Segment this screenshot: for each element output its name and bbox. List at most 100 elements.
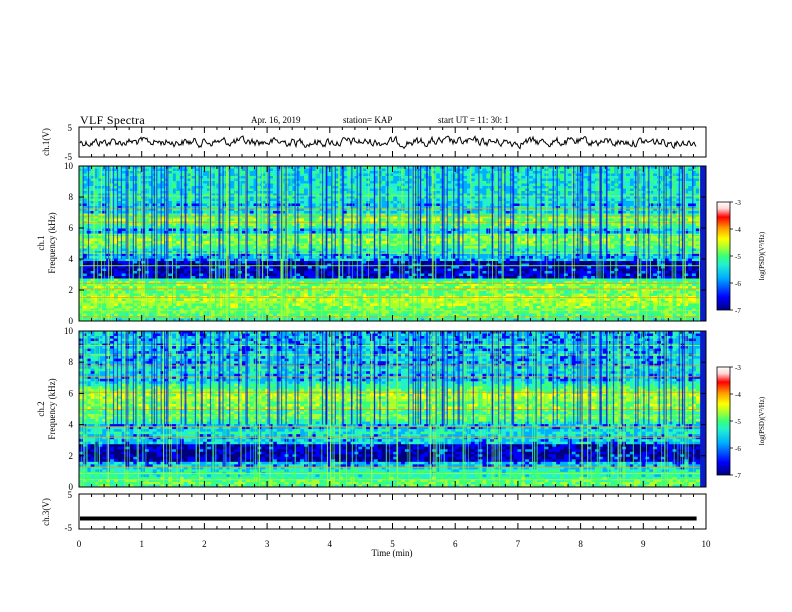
spectrogram-cell xyxy=(560,226,565,229)
spectrogram-cell xyxy=(179,206,185,209)
spectrogram-cell xyxy=(583,213,588,217)
spectrogram-cell xyxy=(563,216,569,219)
spectrogram-cell xyxy=(121,216,126,219)
spectrogram-cell xyxy=(676,171,681,174)
spectrogram-cell xyxy=(342,171,348,174)
spectrogram-cell xyxy=(160,206,165,209)
spectrogram-cell xyxy=(179,223,185,227)
spectrogram-cell xyxy=(257,228,262,232)
spectrogram-cell xyxy=(691,216,697,219)
spectrogram-cell xyxy=(323,201,328,204)
spectrogram-cell xyxy=(311,231,317,234)
spectrogram-cell xyxy=(156,166,161,169)
spectrogram-cell xyxy=(540,218,545,222)
spectrogram-cell xyxy=(552,168,557,172)
spectrogram-cell xyxy=(463,193,468,197)
spectrogram-cell xyxy=(470,176,476,179)
spectrogram-cell xyxy=(560,196,565,199)
spectrogram-cell xyxy=(156,188,161,192)
spectrogram-cell xyxy=(521,201,526,204)
spectrogram-cell xyxy=(304,186,309,189)
spectrogram-cell xyxy=(610,228,615,232)
spectrogram-cell xyxy=(610,238,615,242)
spectrogram-cell xyxy=(602,211,608,214)
spectrogram-cell xyxy=(529,171,534,174)
spectrogram-cell xyxy=(420,173,425,177)
spectrogram-cell xyxy=(160,166,165,169)
spectrogram-cell xyxy=(676,241,681,244)
spectrogram-cell xyxy=(241,193,247,197)
spectrogram-cell xyxy=(401,173,406,177)
spectrogram-cell xyxy=(218,193,223,197)
spectrogram-cell xyxy=(269,208,274,212)
spectrogram-cell xyxy=(342,173,348,177)
spectrogram-cell xyxy=(455,166,460,169)
spectrogram-cell xyxy=(113,211,119,214)
spectrogram-cell xyxy=(230,193,235,197)
spectrogram-cell xyxy=(404,171,410,174)
spectrogram-cell xyxy=(269,198,274,202)
spectrogram-cell xyxy=(567,193,573,197)
spectrogram-cell xyxy=(304,231,309,234)
chart-title: VLF Spectra xyxy=(80,113,145,128)
spectrogram-cell xyxy=(532,218,538,222)
spectrogram-cell xyxy=(695,168,701,172)
spectrogram-cell xyxy=(404,191,410,194)
spectrogram-cell xyxy=(583,223,588,227)
spectrogram-cell xyxy=(350,183,355,187)
spectrogram-cell xyxy=(82,208,88,212)
spectrogram-cell xyxy=(420,176,425,179)
spectrogram-cell xyxy=(404,208,410,212)
spectrogram-cell xyxy=(606,176,611,179)
spectrogram-cell xyxy=(354,236,359,239)
spectrogram-cell xyxy=(327,191,332,194)
spectrogram-cell xyxy=(113,206,119,209)
spectrogram-cell xyxy=(373,203,379,207)
spectrogram-cell xyxy=(187,173,192,177)
spectrogram-cell xyxy=(257,208,262,212)
spectrogram-cell xyxy=(160,211,165,214)
spectrogram-cell xyxy=(144,181,150,184)
spectrogram-cell xyxy=(540,188,545,192)
spectrogram-cell xyxy=(272,203,278,207)
spectrogram-cell xyxy=(98,198,103,202)
spectrogram-cell xyxy=(459,218,464,222)
spectrogram-cell xyxy=(168,183,173,187)
spectrogram-cell xyxy=(521,223,526,227)
spectrogram-cell xyxy=(497,193,503,197)
spectrogram-cell xyxy=(501,171,507,174)
spectrogram-cell xyxy=(626,208,631,212)
spectrogram-cell xyxy=(327,211,332,214)
spectrogram-cell xyxy=(618,168,623,172)
spectrogram-cell xyxy=(606,196,611,199)
spectrogram-cell xyxy=(602,198,608,202)
spectrogram-cell xyxy=(401,196,406,199)
spectrogram-cell xyxy=(175,191,181,194)
spectrogram-cell xyxy=(540,211,545,214)
spectrogram-cell xyxy=(688,203,693,207)
spectrogram-cell xyxy=(591,173,596,177)
spectrogram-cell xyxy=(187,201,192,204)
spectrogram-cell xyxy=(447,216,452,219)
spectrogram-cell xyxy=(637,211,642,214)
spectrogram-cell xyxy=(455,218,460,222)
spectrogram-cell xyxy=(447,226,452,229)
spectrogram-cell xyxy=(505,196,511,199)
spectrogram-cell xyxy=(529,183,534,187)
spectrogram-cell xyxy=(521,213,526,217)
spectrogram-cell xyxy=(369,211,375,214)
spectrogram-cell xyxy=(203,213,208,217)
spectrogram-cell xyxy=(362,183,367,187)
spectrogram-cell xyxy=(684,188,689,192)
spectrogram-cell xyxy=(253,168,258,172)
spectrogram-cell xyxy=(261,203,266,207)
spectrogram-cell xyxy=(622,173,627,177)
spectrogram-cell xyxy=(350,228,355,232)
spectrogram-cell xyxy=(191,196,196,199)
spectrogram-cell xyxy=(269,173,274,177)
spectrogram-cell xyxy=(408,206,414,209)
spectrogram-cell xyxy=(459,206,464,209)
spectrogram-cell xyxy=(664,228,670,232)
spectrogram-cell xyxy=(172,206,177,209)
spectrogram-cell xyxy=(521,183,526,187)
